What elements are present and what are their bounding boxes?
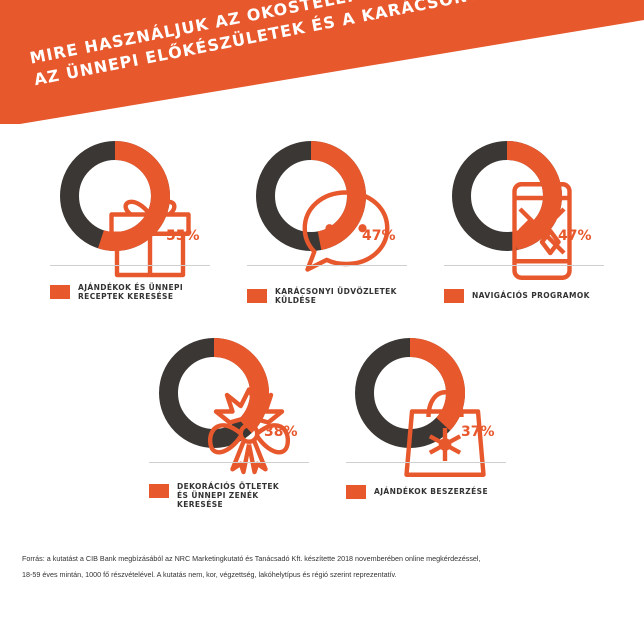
donut-chart-navigation <box>452 141 572 280</box>
percent-label: 47% <box>362 228 396 244</box>
legend-swatch <box>444 289 464 303</box>
percent-label: 37% <box>461 424 495 440</box>
shopping-bag-icon <box>404 390 486 477</box>
legend-item: AJÁNDÉKOK BESZERZÉSE <box>346 483 488 499</box>
divider <box>247 265 407 266</box>
percent-label: 47% <box>558 228 592 244</box>
divider <box>149 462 309 463</box>
legend-label: AJÁNDÉKOK BESZERZÉSE <box>374 487 488 496</box>
legend-label: KARÁCSONYI ÜDVÖZLETEK KÜLDÉSE <box>275 287 397 305</box>
legend-item: KARÁCSONYI ÜDVÖZLETEK KÜLDÉSE <box>247 287 397 305</box>
donut-chart-greetings <box>256 141 390 272</box>
percent-label: 55% <box>166 228 200 244</box>
gift-icon <box>109 199 191 278</box>
title-banner: MIRE HASZNÁLJUK AZ OKOSTELEFONT AZ ÜNNEP… <box>0 0 644 140</box>
legend-item: NAVIGÁCIÓS PROGRAMOK <box>444 287 590 303</box>
legend-swatch <box>346 485 366 499</box>
legend-swatch <box>149 484 169 498</box>
source-note: Forrás: a kutatást a CIB Bank megbízásáb… <box>22 551 632 583</box>
donut-chart-gift <box>60 141 191 278</box>
legend-swatch <box>50 285 70 299</box>
donut-chart-decoration <box>159 338 290 475</box>
legend-label: DEKORÁCIÓS ÖTLETEK ÉS ÜNNEPI ZENÉK KERES… <box>177 482 280 509</box>
banner-shape <box>0 0 644 124</box>
source-line-2: 18-59 éves mintán, 1000 fő részvételével… <box>22 570 397 579</box>
divider <box>444 265 604 266</box>
divider <box>50 265 210 266</box>
donut-chart-shopping <box>355 338 486 477</box>
legend-label: NAVIGÁCIÓS PROGRAMOK <box>472 291 590 300</box>
smartphone-map-icon <box>512 182 572 280</box>
donut-value-arc <box>213 338 269 434</box>
divider <box>346 462 506 463</box>
source-line-1: Forrás: a kutatást a CIB Bank megbízásáb… <box>22 554 481 563</box>
legend-item: AJÁNDÉKOK ÉS ÜNNEPI RECEPTEK KERESÉSE <box>50 283 183 301</box>
percent-label: 38% <box>264 424 298 440</box>
legend-item: DEKORÁCIÓS ÖTLETEK ÉS ÜNNEPI ZENÉK KERES… <box>149 482 279 509</box>
chat-bubble-icon <box>302 190 390 272</box>
legend-label: AJÁNDÉKOK ÉS ÜNNEPI RECEPTEK KERESÉSE <box>78 283 184 301</box>
donut-value-arc <box>506 141 562 251</box>
legend-swatch <box>247 289 267 303</box>
